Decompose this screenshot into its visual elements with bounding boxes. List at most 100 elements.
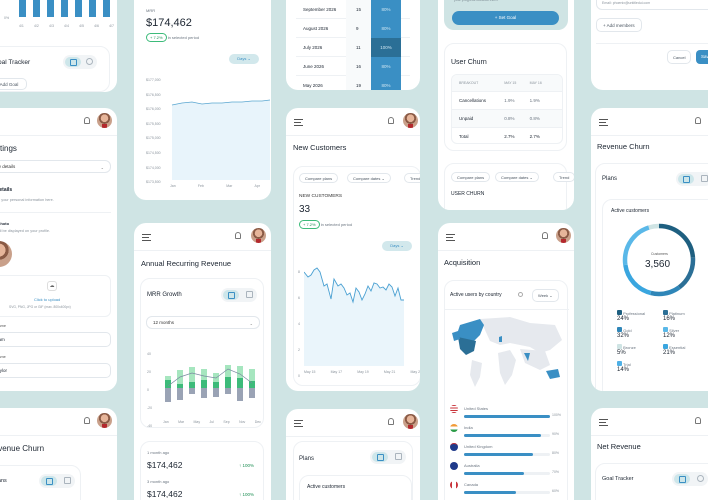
view-toggle[interactable]	[63, 55, 97, 69]
menu-icon[interactable]	[142, 234, 151, 241]
world-map	[452, 317, 562, 387]
range-select[interactable]: Days ⌄	[382, 241, 412, 251]
range-select[interactable]: Days ⌄	[229, 54, 259, 64]
arr-card: Annual Recurring Revenue MRR Growth 12 m…	[134, 223, 271, 500]
customers-donut-chart	[622, 223, 696, 297]
new-customers-line-chart	[304, 267, 404, 366]
new-customers-card: New Customers Compare plans Compare date…	[286, 108, 420, 391]
x-ticks: 4/1 4/2 4/3 4/4 4/5 4/6 4/7	[19, 24, 114, 28]
bell-icon[interactable]	[695, 117, 701, 124]
bell-icon[interactable]	[542, 232, 548, 239]
view-toggle[interactable]	[370, 450, 406, 464]
bell-icon[interactable]	[388, 418, 394, 425]
upload-cloud-icon: ☁	[47, 281, 57, 291]
bell-icon[interactable]	[84, 417, 90, 424]
settings-select[interactable]: My details⌄	[0, 160, 111, 173]
change-badge: ↑ 100%	[239, 463, 255, 468]
flag-us-icon	[450, 405, 458, 413]
mrr-value: $174,462	[146, 17, 192, 29]
flag-au-icon	[450, 462, 458, 470]
menu-icon[interactable]	[599, 119, 608, 126]
list-item: United Kingdom 80%	[450, 443, 565, 465]
list-item: Australia 70%	[450, 462, 565, 484]
view-toggle[interactable]	[676, 172, 708, 186]
bell-icon[interactable]	[235, 232, 241, 239]
churn-table: BREAKOUT MAY 15 MAY 16 Cancellations 1.9% 1.…	[451, 74, 563, 144]
change-badge: ↑ 100%	[239, 492, 255, 497]
compare-dates-chip[interactable]: Compare dates ⌄	[495, 172, 539, 182]
avatar[interactable]	[97, 113, 112, 128]
trend-chip[interactable]: Trend	[553, 172, 574, 182]
mrr-growth-chart	[165, 365, 255, 402]
menu-icon[interactable]	[446, 234, 455, 241]
view-toggle[interactable]	[39, 474, 75, 488]
flag-in-icon	[450, 424, 458, 432]
page-title: Acquisition	[444, 258, 481, 267]
avatar[interactable]	[97, 413, 112, 428]
goal-tracker-card: Goal Tracker + Add Goal	[0, 46, 110, 92]
x-axis: Jan Mar May Jul Sep Nov Dec	[163, 420, 261, 424]
user-churn-section: USER CHURN	[451, 191, 485, 197]
view-toggle[interactable]	[672, 472, 708, 486]
avatar[interactable]	[251, 228, 266, 243]
upload-dropzone[interactable]: ☁ Click to upload SVG, PNG, JPG or GIF (…	[0, 275, 111, 317]
add-goal-button[interactable]: + Add Goal	[0, 78, 28, 90]
compare-dates-chip[interactable]: Compare dates ⌄	[347, 173, 391, 183]
settings-card: Settings My details⌄ My details Update y…	[0, 108, 117, 391]
mrr-badge: + 7.2%	[146, 33, 167, 42]
page-title: Revenue Churn	[597, 142, 650, 151]
y-tick: 0%	[4, 16, 10, 20]
table-row: Cancellations 1.9% 1.9%	[452, 91, 562, 109]
compare-plans-chip[interactable]: Compare plans	[451, 172, 491, 182]
table-row: May 2026 19 80%	[296, 76, 410, 90]
mrr-label: MRR	[146, 8, 156, 13]
revenue-churn-card: Revenue Churn Plans Active customers Cus…	[591, 108, 708, 391]
table-row: Unpaid 0.8% 0.8%	[452, 109, 562, 127]
table-row: August 2026 9 80%	[296, 18, 410, 38]
menu-icon[interactable]	[294, 420, 303, 427]
members-card: Email: phoenix@untitledui.com + Add memb…	[591, 0, 708, 90]
period-select[interactable]: 12 months ⌄	[146, 316, 260, 329]
email-field[interactable]: Email: phoenix@untitledui.com	[596, 0, 708, 10]
avatar[interactable]	[403, 414, 418, 429]
info-icon	[518, 292, 523, 297]
mrr-line-chart	[171, 99, 270, 180]
menu-icon[interactable]	[599, 419, 608, 426]
compare-plans-chip[interactable]: Compare plans	[299, 173, 339, 183]
mrr-card: MRR $174,462 + 7.2% in selected period D…	[134, 0, 271, 200]
cancel-button[interactable]: Cancel	[667, 50, 692, 64]
user-churn-card: your progress towards them. + Set Goal U…	[438, 0, 574, 210]
goal-tracker-title: Goal Tracker	[0, 59, 31, 66]
customers-count: 3,560	[645, 259, 671, 270]
new-customers-value: 33	[299, 204, 311, 215]
profile-photo	[0, 241, 12, 267]
avatar[interactable]	[403, 113, 418, 128]
trend-chip[interactable]: Trend	[404, 173, 420, 183]
page-title: Net Revenue	[597, 442, 641, 451]
last-name-input[interactable]: Taylor	[0, 363, 111, 378]
bell-icon[interactable]	[695, 417, 701, 424]
bell-icon[interactable]	[84, 117, 90, 124]
list-item: India 90%	[450, 424, 565, 446]
week-select[interactable]: Week ⌄	[532, 289, 559, 302]
table-row: July 2026 11 100%	[296, 37, 410, 57]
avatar[interactable]	[556, 228, 571, 243]
bell-icon[interactable]	[388, 117, 394, 124]
y-axis: $177,000 $176,500 $176,000 $175,500 $175,000…	[146, 78, 161, 185]
menu-icon[interactable]	[294, 119, 303, 126]
page-title: Settings	[0, 144, 17, 153]
add-members-button[interactable]: + Add members	[596, 18, 642, 32]
page-title: Revenue Churn	[0, 444, 45, 453]
list-item: Canada 60%	[450, 481, 565, 500]
x-axis: Jan Feb Mar Apr	[170, 184, 260, 188]
save-button[interactable]: Save	[696, 50, 708, 64]
page-title: Annual Recurring Revenue	[141, 259, 232, 268]
user-churn-title: User Churn	[451, 59, 487, 66]
view-toggle[interactable]	[221, 288, 257, 302]
first-name-input[interactable]: Liam	[0, 332, 111, 347]
set-goal-button[interactable]: + Set Goal	[452, 11, 559, 25]
page-title: New Customers	[293, 143, 347, 152]
y-axis: 40 20 0 -20 -40	[147, 352, 153, 428]
table-row: Total 2.7% 2.7%	[452, 127, 562, 143]
